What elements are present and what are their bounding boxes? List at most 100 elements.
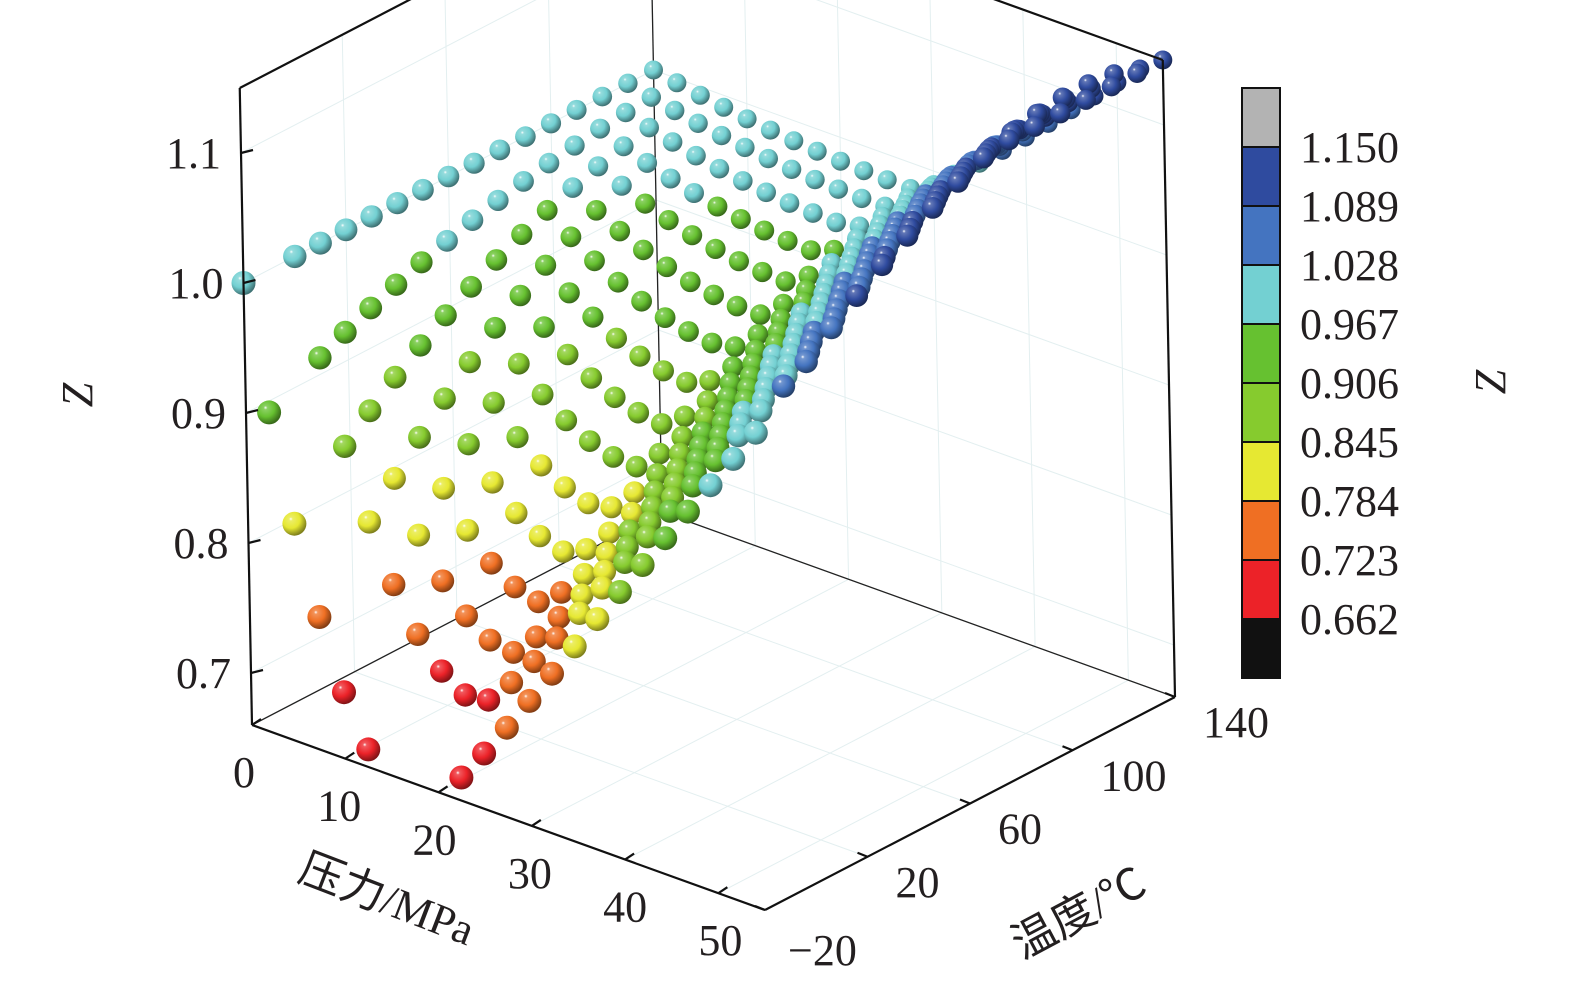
data-point xyxy=(480,551,503,575)
data-point xyxy=(630,553,655,577)
z-tick xyxy=(240,148,254,155)
data-point xyxy=(507,352,530,375)
data-point xyxy=(819,316,843,340)
wall-grid-line xyxy=(548,0,560,566)
data-point xyxy=(803,203,823,223)
colorbar-segment xyxy=(1241,618,1281,679)
data-point xyxy=(635,525,660,549)
data-point xyxy=(536,199,558,221)
data-point xyxy=(686,145,706,166)
data-point xyxy=(334,218,358,242)
data-point xyxy=(750,304,771,325)
data-point xyxy=(1024,116,1045,137)
x-tick xyxy=(251,718,262,726)
data-point xyxy=(675,499,700,524)
colorbar-segment xyxy=(1241,264,1281,325)
data-point xyxy=(598,521,621,544)
x-tick-label: 20 xyxy=(413,815,457,864)
box-edge-back-floor xyxy=(661,511,1176,698)
z-tick-label: 1.1 xyxy=(166,129,221,178)
colorbar-segment xyxy=(1241,441,1281,502)
data-point xyxy=(620,501,644,525)
x-tick-label: 40 xyxy=(603,883,647,932)
ticks-layer: 0.7 0.8 0.9 1.0 1.1 0 10 20 30 40 50 −20 20 60 100 140 xyxy=(166,129,1269,975)
data-point xyxy=(688,113,708,133)
data-point xyxy=(777,230,798,251)
data-point xyxy=(760,120,780,140)
data-point xyxy=(430,659,454,683)
wall-grid-line xyxy=(655,199,1170,386)
data-point xyxy=(431,569,455,593)
data-point xyxy=(406,622,430,646)
colorbar-level-label: 0.723 xyxy=(1300,536,1399,585)
data-point xyxy=(535,254,557,276)
data-point xyxy=(506,426,529,449)
data-point xyxy=(728,251,750,272)
data-point xyxy=(463,152,485,174)
x-tick xyxy=(624,852,635,861)
data-point xyxy=(410,251,433,274)
data-point xyxy=(631,290,652,312)
data-point xyxy=(947,171,969,193)
colorbar-segment xyxy=(1241,559,1281,620)
data-point xyxy=(515,126,536,147)
data-point xyxy=(283,244,307,269)
data-point xyxy=(356,737,381,762)
z-tick xyxy=(243,278,256,285)
colorbar-level-label: 0.845 xyxy=(1300,418,1399,467)
x-tick-label: 10 xyxy=(317,782,361,831)
data-point xyxy=(505,501,528,525)
data-point xyxy=(650,413,673,435)
data-point xyxy=(701,332,723,354)
data-point xyxy=(658,210,679,231)
data-point xyxy=(737,109,757,129)
data-point xyxy=(781,159,802,179)
data-point xyxy=(703,448,728,473)
data-point xyxy=(547,605,571,629)
data-point xyxy=(333,434,357,458)
data-point xyxy=(1050,103,1071,124)
data-point xyxy=(653,526,678,551)
z-tick xyxy=(248,538,261,545)
data-point xyxy=(449,765,474,790)
data-point xyxy=(637,152,658,173)
data-point xyxy=(635,193,656,214)
data-point xyxy=(533,316,555,338)
data-point xyxy=(528,524,552,548)
data-point xyxy=(648,442,671,465)
data-point xyxy=(852,188,872,209)
data-point xyxy=(485,249,508,271)
data-point xyxy=(877,170,897,190)
data-point xyxy=(308,231,332,255)
data-point xyxy=(580,367,603,389)
data-point xyxy=(456,518,479,542)
data-point xyxy=(681,474,705,498)
colorbar-level-label: 0.784 xyxy=(1300,477,1399,526)
data-point xyxy=(721,446,746,471)
data-point xyxy=(461,209,484,231)
data-point xyxy=(705,238,726,259)
data-point xyxy=(499,670,524,695)
data-point xyxy=(607,271,629,293)
data-point xyxy=(618,73,638,94)
x-tick xyxy=(437,785,449,794)
data-point xyxy=(1101,76,1122,97)
data-point xyxy=(408,425,431,449)
data-point xyxy=(665,100,685,121)
colorbar-level-label: 1.150 xyxy=(1300,123,1399,172)
floor-grid-line xyxy=(354,671,868,858)
data-point xyxy=(582,306,604,328)
data-point xyxy=(709,158,730,179)
data-point xyxy=(613,136,634,157)
y-axis-title: 温度/℃ xyxy=(1004,858,1154,969)
data-point xyxy=(577,492,600,515)
data-point xyxy=(644,60,663,80)
data-point xyxy=(484,316,506,339)
data-point xyxy=(771,374,796,398)
data-point xyxy=(1052,87,1073,108)
data-point xyxy=(531,383,554,406)
data-point xyxy=(752,261,773,283)
data-point xyxy=(600,496,623,519)
data-point xyxy=(517,688,542,713)
y-tick xyxy=(1062,745,1073,752)
